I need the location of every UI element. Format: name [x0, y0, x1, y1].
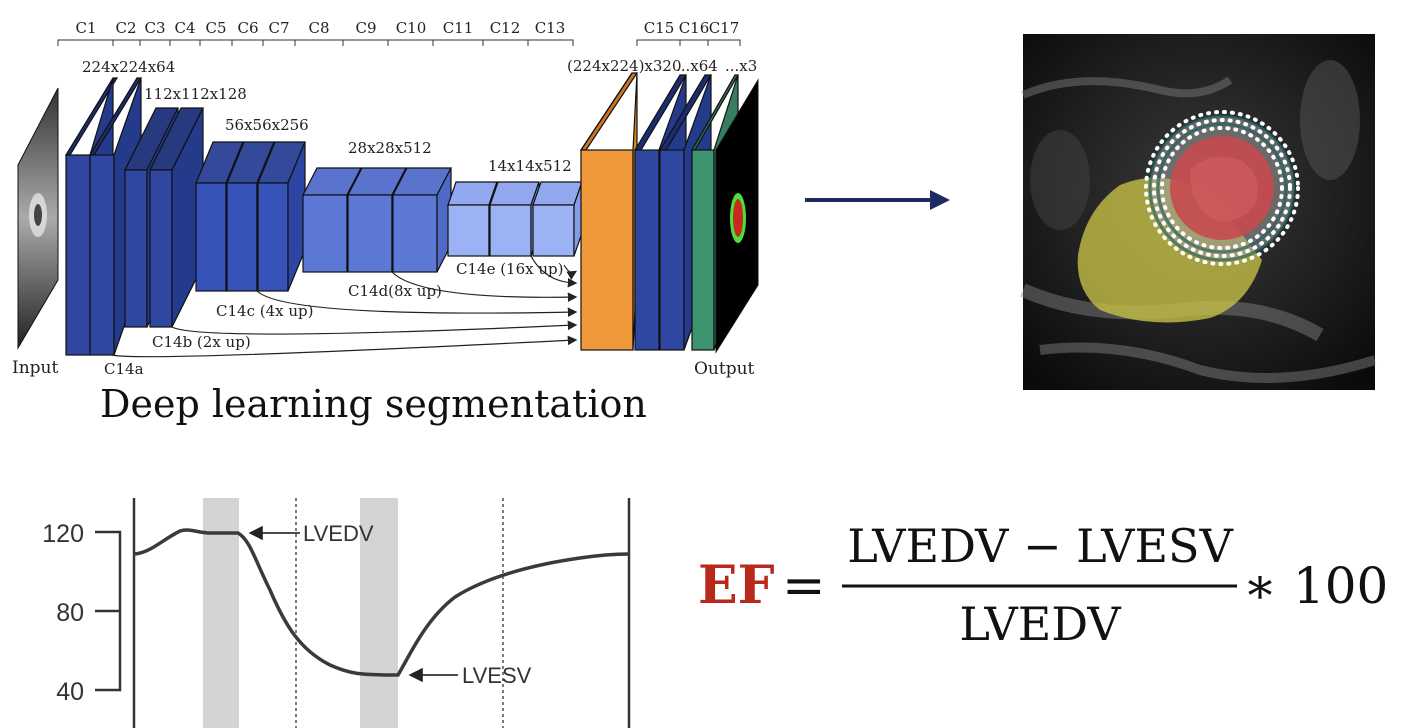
label-lvedv-plot: LVEDV	[303, 521, 374, 546]
conv-label-c9: C9	[355, 19, 376, 37]
flow-arrow	[805, 190, 950, 210]
ef-formula: EF = LVEDV − LVESV LVEDV ∗ 100	[698, 519, 1388, 651]
skip-labels: C14a C14b (2x up) C14c (4x up) C14d(8x u…	[104, 260, 564, 378]
formula-times-100: ∗ 100	[1243, 557, 1388, 615]
conv-label-c10: C10	[396, 19, 427, 37]
volume-plot: 120 80 40 LVEDV LVESV	[42, 498, 631, 728]
input-image	[17, 87, 59, 350]
dim-label-56: 56x56x256	[225, 116, 309, 134]
skip-label-c14e: C14e (16x up)	[456, 260, 564, 278]
conv-label-c8: C8	[308, 19, 329, 37]
edv-band	[203, 498, 239, 728]
output-map	[715, 78, 759, 354]
block-group-4	[302, 167, 452, 273]
label-lvesv-plot: LVESV	[462, 663, 532, 688]
dim-label-14: 14x14x512	[488, 157, 572, 175]
conv-label-c1: C1	[75, 19, 96, 37]
block-group-2	[124, 107, 204, 328]
dim-labels: 224x224x64 112x112x128 56x56x256 28x28x5…	[82, 57, 757, 175]
conv-label-c2: C2	[115, 19, 136, 37]
conv-label-c6: C6	[237, 19, 258, 37]
y-tick-40: 40	[56, 678, 84, 706]
skip-label-c14a: C14a	[104, 360, 144, 378]
output-blocks	[633, 74, 740, 351]
conv-labels: C1 C2 C3 C4 C5 C6 C7 C8 C9 C10 C11 C12 C…	[75, 19, 739, 37]
dim-label-112: 112x112x128	[144, 85, 247, 103]
mri-segmentation-image	[1020, 34, 1377, 390]
dim-label-64: ...x64	[676, 57, 718, 75]
esv-band	[360, 498, 398, 728]
dim-label-320: (224x224)x320	[567, 57, 682, 75]
conv-label-c13: C13	[535, 19, 566, 37]
conv-label-c5: C5	[205, 19, 226, 37]
dim-label-28: 28x28x512	[348, 139, 432, 157]
skip-label-c14b: C14b (2x up)	[152, 333, 251, 351]
volume-curve	[133, 528, 630, 677]
conv-label-c12: C12	[490, 19, 521, 37]
formula-denominator: LVEDV	[959, 597, 1121, 651]
conv-label-c4: C4	[174, 19, 195, 37]
dim-label-224: 224x224x64	[82, 58, 175, 76]
skip-connections	[111, 255, 578, 358]
conv-brackets	[57, 39, 741, 46]
network-caption: Deep learning segmentation	[100, 382, 647, 426]
skip-label-c14d: C14d(8x up)	[348, 282, 442, 300]
y-tick-120: 120	[42, 520, 84, 548]
y-tick-80: 80	[56, 599, 84, 627]
formula-equals: =	[782, 556, 826, 616]
network-diagram: C1 C2 C3 C4 C5 C6 C7 C8 C9 C10 C11 C12 C…	[12, 19, 759, 426]
skip-label-c14c: C14c (4x up)	[216, 302, 313, 320]
dim-label-3: ...x3	[725, 57, 757, 75]
block-group-3	[195, 141, 306, 292]
conv-label-c11: C11	[443, 19, 474, 37]
input-label: Input	[12, 358, 58, 378]
concat-block	[579, 72, 639, 351]
block-group-5	[447, 181, 583, 257]
conv-label-c7: C7	[268, 19, 289, 37]
output-label: Output	[694, 359, 755, 379]
conv-label-c15: C15	[644, 19, 675, 37]
conv-label-c3: C3	[144, 19, 165, 37]
block-group-1	[64, 77, 143, 356]
formula-ef: EF	[698, 555, 775, 616]
conv-label-c17: C17	[709, 19, 740, 37]
conv-label-c16: C16	[679, 19, 710, 37]
formula-numerator: LVEDV − LVESV	[847, 519, 1233, 573]
